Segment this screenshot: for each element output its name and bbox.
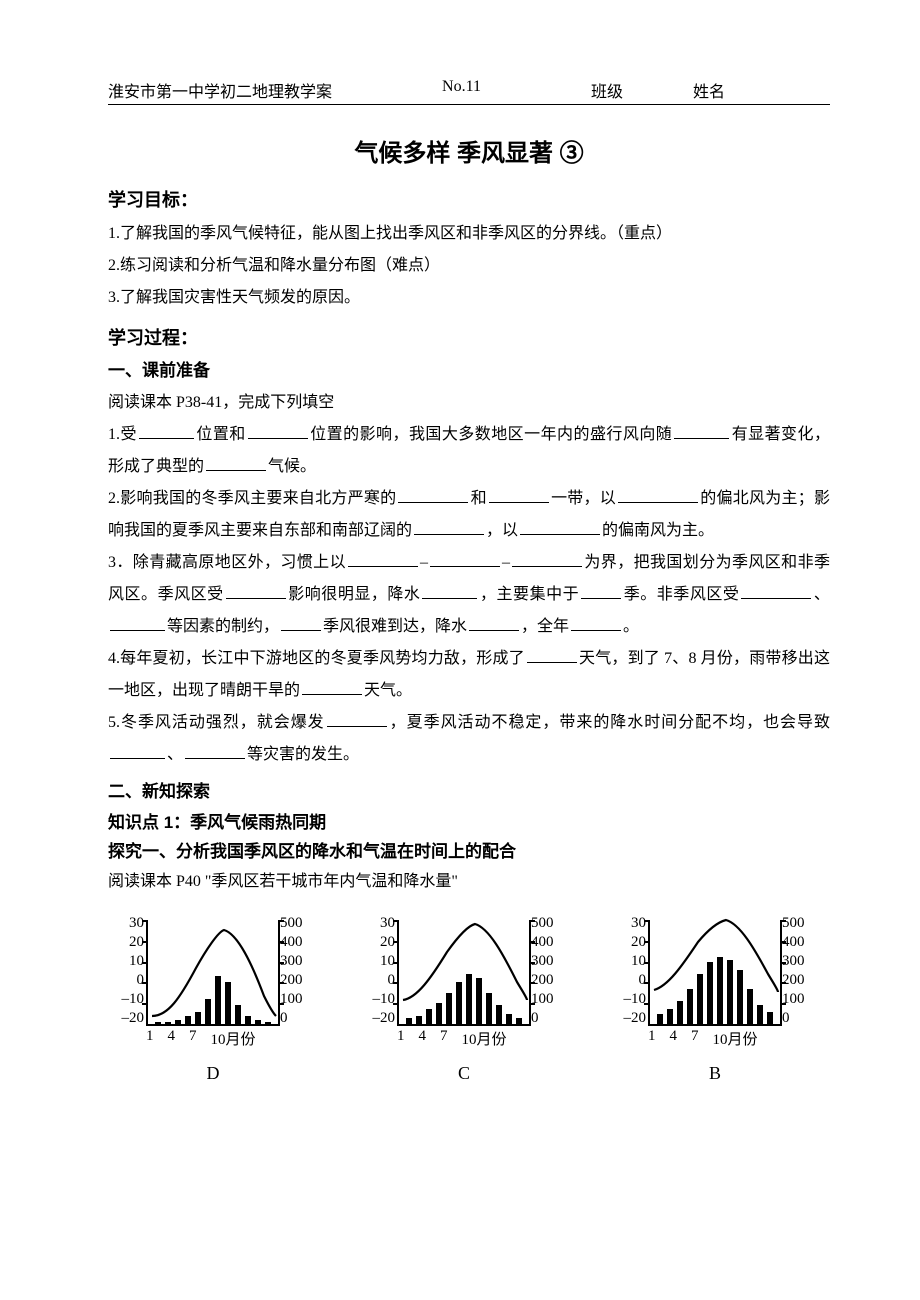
chart-b-right-axis: 5004003002001000 (782, 916, 820, 1026)
chart-c-left-axis: 3020100–10–20 (359, 916, 395, 1026)
chart-b-curve (650, 920, 780, 1024)
chart-d-right-axis: 5004003002001000 (280, 916, 318, 1026)
chart-b-label: B (610, 1063, 820, 1084)
chart-d-plot (146, 920, 280, 1026)
chart-c-right-axis: 5004003002001000 (531, 916, 569, 1026)
chart-c-label: C (359, 1063, 569, 1084)
knowledge-point-1: 知识点 1：季风气候雨热同期 (108, 808, 830, 833)
inquiry-1-heading: 探究一、分析我国季风区的降水和气温在时间上的配合 (108, 837, 830, 862)
chart-d-left-axis: 3020100–10–20 (108, 916, 144, 1026)
chart-d-label: D (108, 1063, 318, 1084)
chart-d: 3020100–10–20 5004003002001000 14710月份 D (108, 916, 318, 1084)
part1-intro: 阅读课本 P38-41，完成下列填空 (108, 387, 830, 419)
inquiry-1-text: 阅读课本 P40 "季风区若干城市年内气温和降水量" (108, 866, 830, 898)
charts-row: 3020100–10–20 5004003002001000 14710月份 D (108, 916, 830, 1084)
chart-b-plot (648, 920, 782, 1026)
chart-d-curve (148, 920, 278, 1024)
chart-c-plot (397, 920, 531, 1026)
question-3: 3．除青藏高原地区外，习惯上以––为界，把我国划分为季风区和非季风区。季风区受影… (108, 547, 830, 643)
chart-b: 3020100–10–20 5004003002001000 14710月份 B (610, 916, 820, 1084)
student-name-label: 姓名 (693, 78, 725, 102)
chart-b-xaxis: 14710月份 (648, 1028, 798, 1049)
chart-c-xaxis: 14710月份 (397, 1028, 547, 1049)
class-label: 班级 (591, 78, 623, 102)
chart-c: 3020100–10–20 5004003002001000 14710月份 C (359, 916, 569, 1084)
lesson-number: No.11 (442, 78, 481, 102)
page: 淮安市第一中学初二地理教学案 No.11 班级 姓名 气候多样 季风显著 ③ 学… (0, 0, 920, 1124)
part2-heading: 二、新知探索 (108, 777, 830, 802)
part1-heading: 一、课前准备 (108, 356, 830, 381)
chart-d-xaxis: 14710月份 (146, 1028, 296, 1049)
school-name: 淮安市第一中学初二地理教学案 (108, 78, 332, 102)
chart-b-left-axis: 3020100–10–20 (610, 916, 646, 1026)
page-title: 气候多样 季风显著 ③ (108, 133, 830, 168)
question-1: 1.受位置和位置的影响，我国大多数地区一年内的盛行风向随有显著变化，形成了典型的… (108, 419, 830, 483)
process-heading: 学习过程： (108, 324, 830, 350)
objective-1: 1.了解我国的季风气候特征，能从图上找出季风区和非季风区的分界线。（重点） (108, 218, 830, 250)
header-line: 淮安市第一中学初二地理教学案 No.11 班级 姓名 (108, 78, 830, 105)
question-2: 2.影响我国的冬季风主要来自北方严寒的和一带，以的偏北风为主；影响我国的夏季风主… (108, 483, 830, 547)
question-5: 5.冬季风活动强烈，就会爆发，夏季风活动不稳定，带来的降水时间分配不均，也会导致… (108, 707, 830, 771)
objectives-heading: 学习目标： (108, 186, 830, 212)
objective-3: 3.了解我国灾害性天气频发的原因。 (108, 282, 830, 314)
question-4: 4.每年夏初，长江中下游地区的冬夏季风势均力敌，形成了天气，到了 7、8 月份，… (108, 643, 830, 707)
objective-2: 2.练习阅读和分析气温和降水量分布图（难点） (108, 250, 830, 282)
chart-c-curve (399, 920, 529, 1024)
